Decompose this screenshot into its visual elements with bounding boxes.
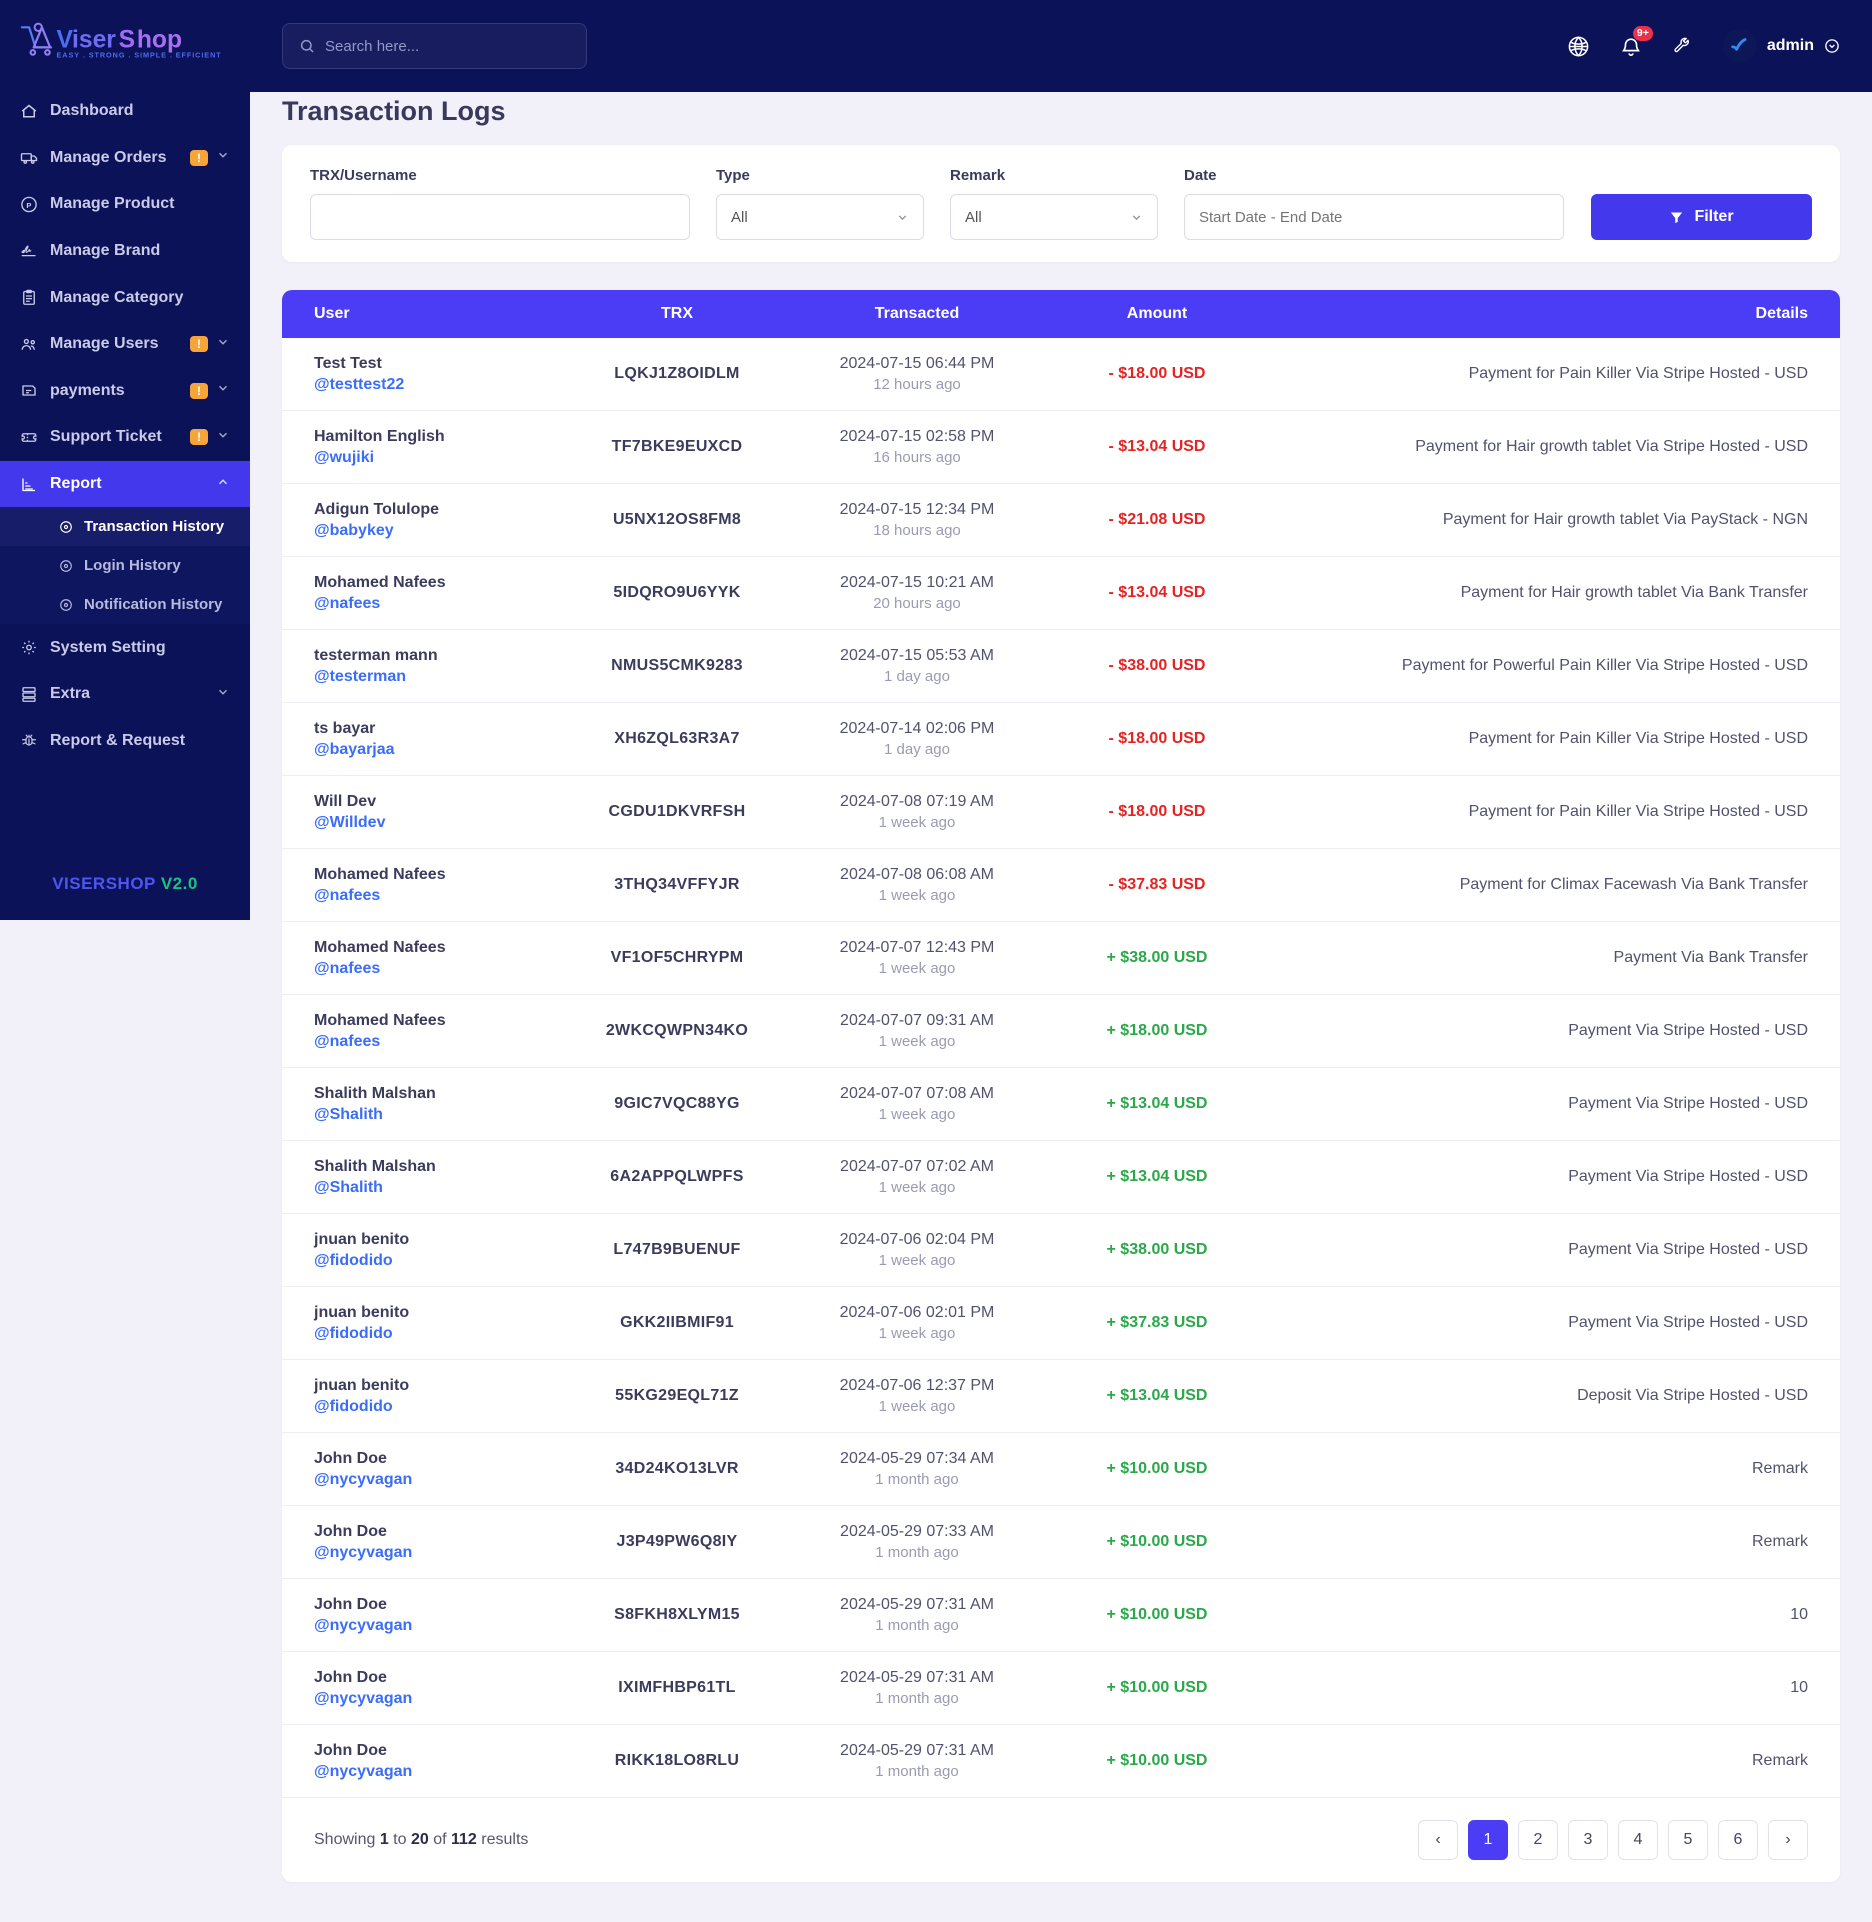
svg-text:EASY . STRONG . SIMPLE . EFFIC: EASY . STRONG . SIMPLE . EFFICIENT: [57, 50, 222, 59]
svg-text:V: V: [57, 26, 74, 53]
svg-text:hop: hop: [137, 26, 182, 53]
svg-text:P: P: [26, 201, 31, 210]
svg-text:S: S: [119, 26, 135, 53]
svg-text:iser: iser: [72, 26, 116, 53]
